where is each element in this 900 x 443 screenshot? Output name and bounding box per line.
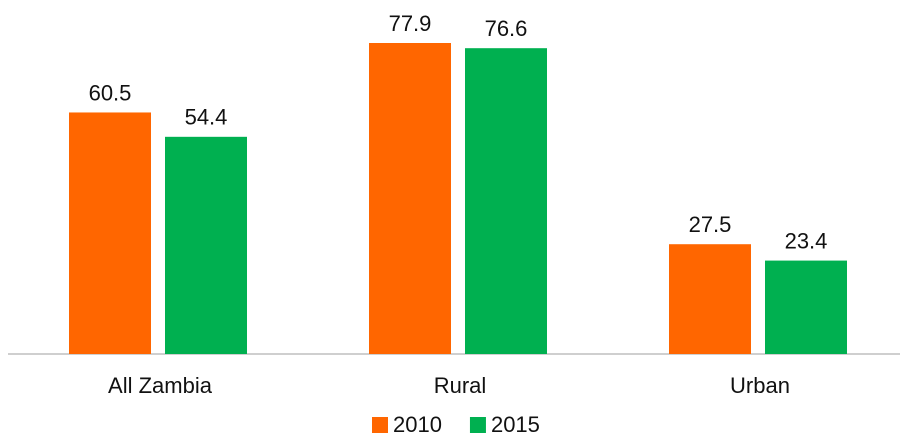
- x-tick-label: Rural: [434, 373, 487, 398]
- data-label: 27.5: [689, 212, 732, 237]
- data-label: 23.4: [785, 228, 828, 253]
- data-label: 54.4: [185, 105, 228, 130]
- legend-swatch: [372, 417, 388, 433]
- data-label: 76.6: [485, 16, 528, 41]
- bar: [69, 112, 151, 355]
- data-label: 77.9: [389, 11, 432, 36]
- x-tick-label: All Zambia: [108, 373, 213, 398]
- legend-label: 2010: [393, 412, 442, 437]
- data-label: 60.5: [89, 80, 132, 105]
- bar: [669, 244, 751, 354]
- bar: [369, 43, 451, 354]
- bar: [765, 260, 847, 354]
- legend-swatch: [469, 417, 486, 433]
- bar: [465, 48, 547, 354]
- bar: [165, 136, 247, 354]
- legend-label: 2015: [491, 412, 540, 437]
- x-tick-label: Urban: [730, 373, 790, 398]
